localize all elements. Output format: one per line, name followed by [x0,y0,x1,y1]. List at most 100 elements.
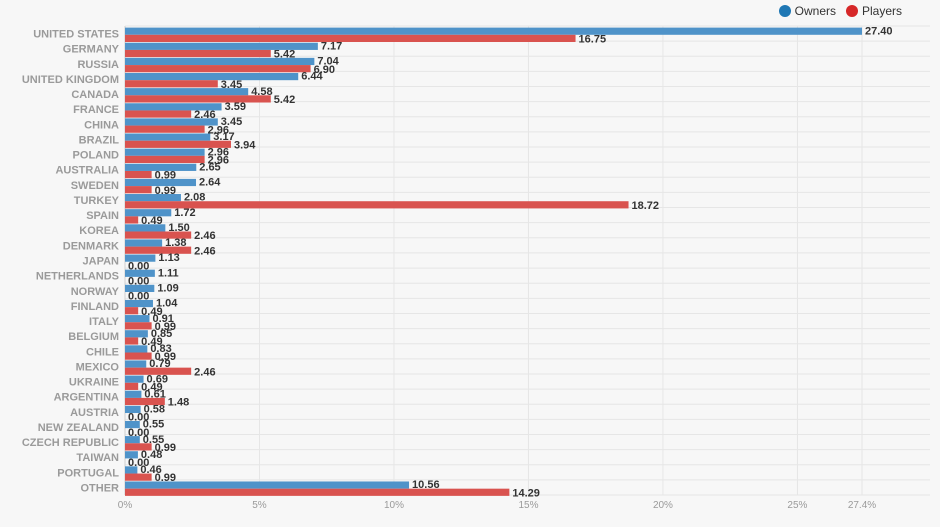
bar-owners [125,451,138,459]
bar-owners [125,88,249,96]
bar-players [125,34,576,42]
data-label-players: 0.49 [141,215,162,227]
data-label-owners: 4.58 [251,86,272,98]
bar-players [125,231,192,239]
x-tick-label: 27.4% [848,500,876,511]
bar-players [125,337,139,345]
data-label-owners: 1.09 [157,282,178,294]
data-label-owners: 6.44 [301,71,323,83]
category-label: AUSTRIA [70,407,119,419]
bar-players [125,367,192,375]
data-label-owners: 0.69 [147,373,168,385]
bar-players [125,65,311,73]
category-label: UNITED STATES [33,29,119,41]
bar-owners [125,360,147,368]
data-label-owners: 2.65 [199,161,220,173]
category-label: FRANCE [73,104,119,116]
data-label-owners: 0.85 [151,328,172,340]
bar-owners [125,42,318,50]
data-label-players: 0.99 [155,185,176,197]
data-label-players: 2.46 [194,366,215,378]
legend-item-players[interactable]: Players [845,4,902,18]
legend-item-owners[interactable]: Owners [778,4,836,18]
data-label-players: 2.96 [208,155,229,167]
legend-label-owners: Owners [794,4,836,18]
category-label: BRAZIL [79,134,120,146]
bar-owners [125,466,138,474]
data-label-players: 5.42 [274,94,295,106]
category-label: PORTUGAL [57,467,119,479]
bar-owners [125,436,140,444]
data-label-owners: 1.38 [165,237,186,249]
bar-owners [125,57,315,66]
bar-players [125,140,231,148]
category-label: CANADA [71,89,119,101]
data-label-owners: 3.45 [221,116,242,128]
data-label-players: 0.00 [128,291,149,303]
bar-owners [125,178,197,187]
bar-owners [125,299,153,308]
data-label-owners: 7.17 [321,40,342,52]
bar-owners [125,118,218,126]
data-label-players: 0.49 [141,381,162,393]
data-label-players: 2.96 [208,124,229,136]
data-label-owners: 1.50 [168,222,189,234]
data-label-players: 0.99 [155,351,176,363]
legend-dot-players [845,5,858,17]
bar-players [125,307,139,315]
legend-label-players: Players [861,4,902,18]
x-tick-label: 20% [653,500,673,511]
data-label-owners: 10.56 [412,479,440,491]
data-label-owners: 2.96 [208,146,229,158]
x-tick-label: 5% [252,500,267,511]
bar-players [125,80,218,88]
data-label-players: 0.49 [141,306,162,318]
category-label: SPAIN [86,210,119,222]
bar-owners [125,72,299,81]
data-label-players: 0.99 [155,472,176,484]
data-label-players: 6.90 [314,64,335,76]
category-label: OTHER [81,482,120,494]
category-label: UNITED KINGDOM [22,74,119,86]
bar-players [125,352,152,360]
bar-owners [125,194,181,202]
category-label: CZECH REPUBLIC [22,437,119,449]
category-label: GERMANY [63,44,120,56]
data-label-owners: 0.46 [140,464,161,476]
category-label: CHILE [86,346,119,358]
bar-owners [125,375,144,383]
category-label: CHINA [84,119,119,131]
data-label-owners: 3.59 [225,101,246,113]
bar-owners [125,209,172,217]
data-label-players: 3.94 [234,139,256,151]
data-label-players: 5.42 [274,49,295,61]
bar-owners [125,103,222,111]
bar-owners [125,420,140,429]
data-label-players: 0.00 [128,276,149,288]
category-label: NETHERLANDS [36,271,119,283]
data-label-owners: 0.61 [144,388,165,400]
category-label: UKRAINE [69,377,119,389]
x-tick-label: 25% [787,500,807,511]
x-tick-label: 0% [118,500,133,511]
bar-players [125,473,152,481]
category-label: RUSSIA [77,59,119,71]
data-label-players: 0.00 [128,412,149,424]
bar-owners [125,269,155,277]
data-label-owners: 1.04 [156,298,178,310]
bar-owners [125,163,197,171]
bar-players [125,443,152,451]
chart-legend: Owners Players [778,4,902,18]
category-label: TAIWAN [76,452,119,464]
data-label-owners: 1.72 [174,207,195,219]
data-label-owners: 0.55 [143,419,164,431]
bar-owners [125,405,141,414]
data-label-players: 0.00 [128,427,149,439]
data-label-owners: 2.08 [184,192,205,204]
bar-owners [125,148,205,156]
bar-owners [125,330,148,338]
bar-owners [125,27,862,35]
bar-owners [125,315,150,323]
bar-players [125,216,139,224]
